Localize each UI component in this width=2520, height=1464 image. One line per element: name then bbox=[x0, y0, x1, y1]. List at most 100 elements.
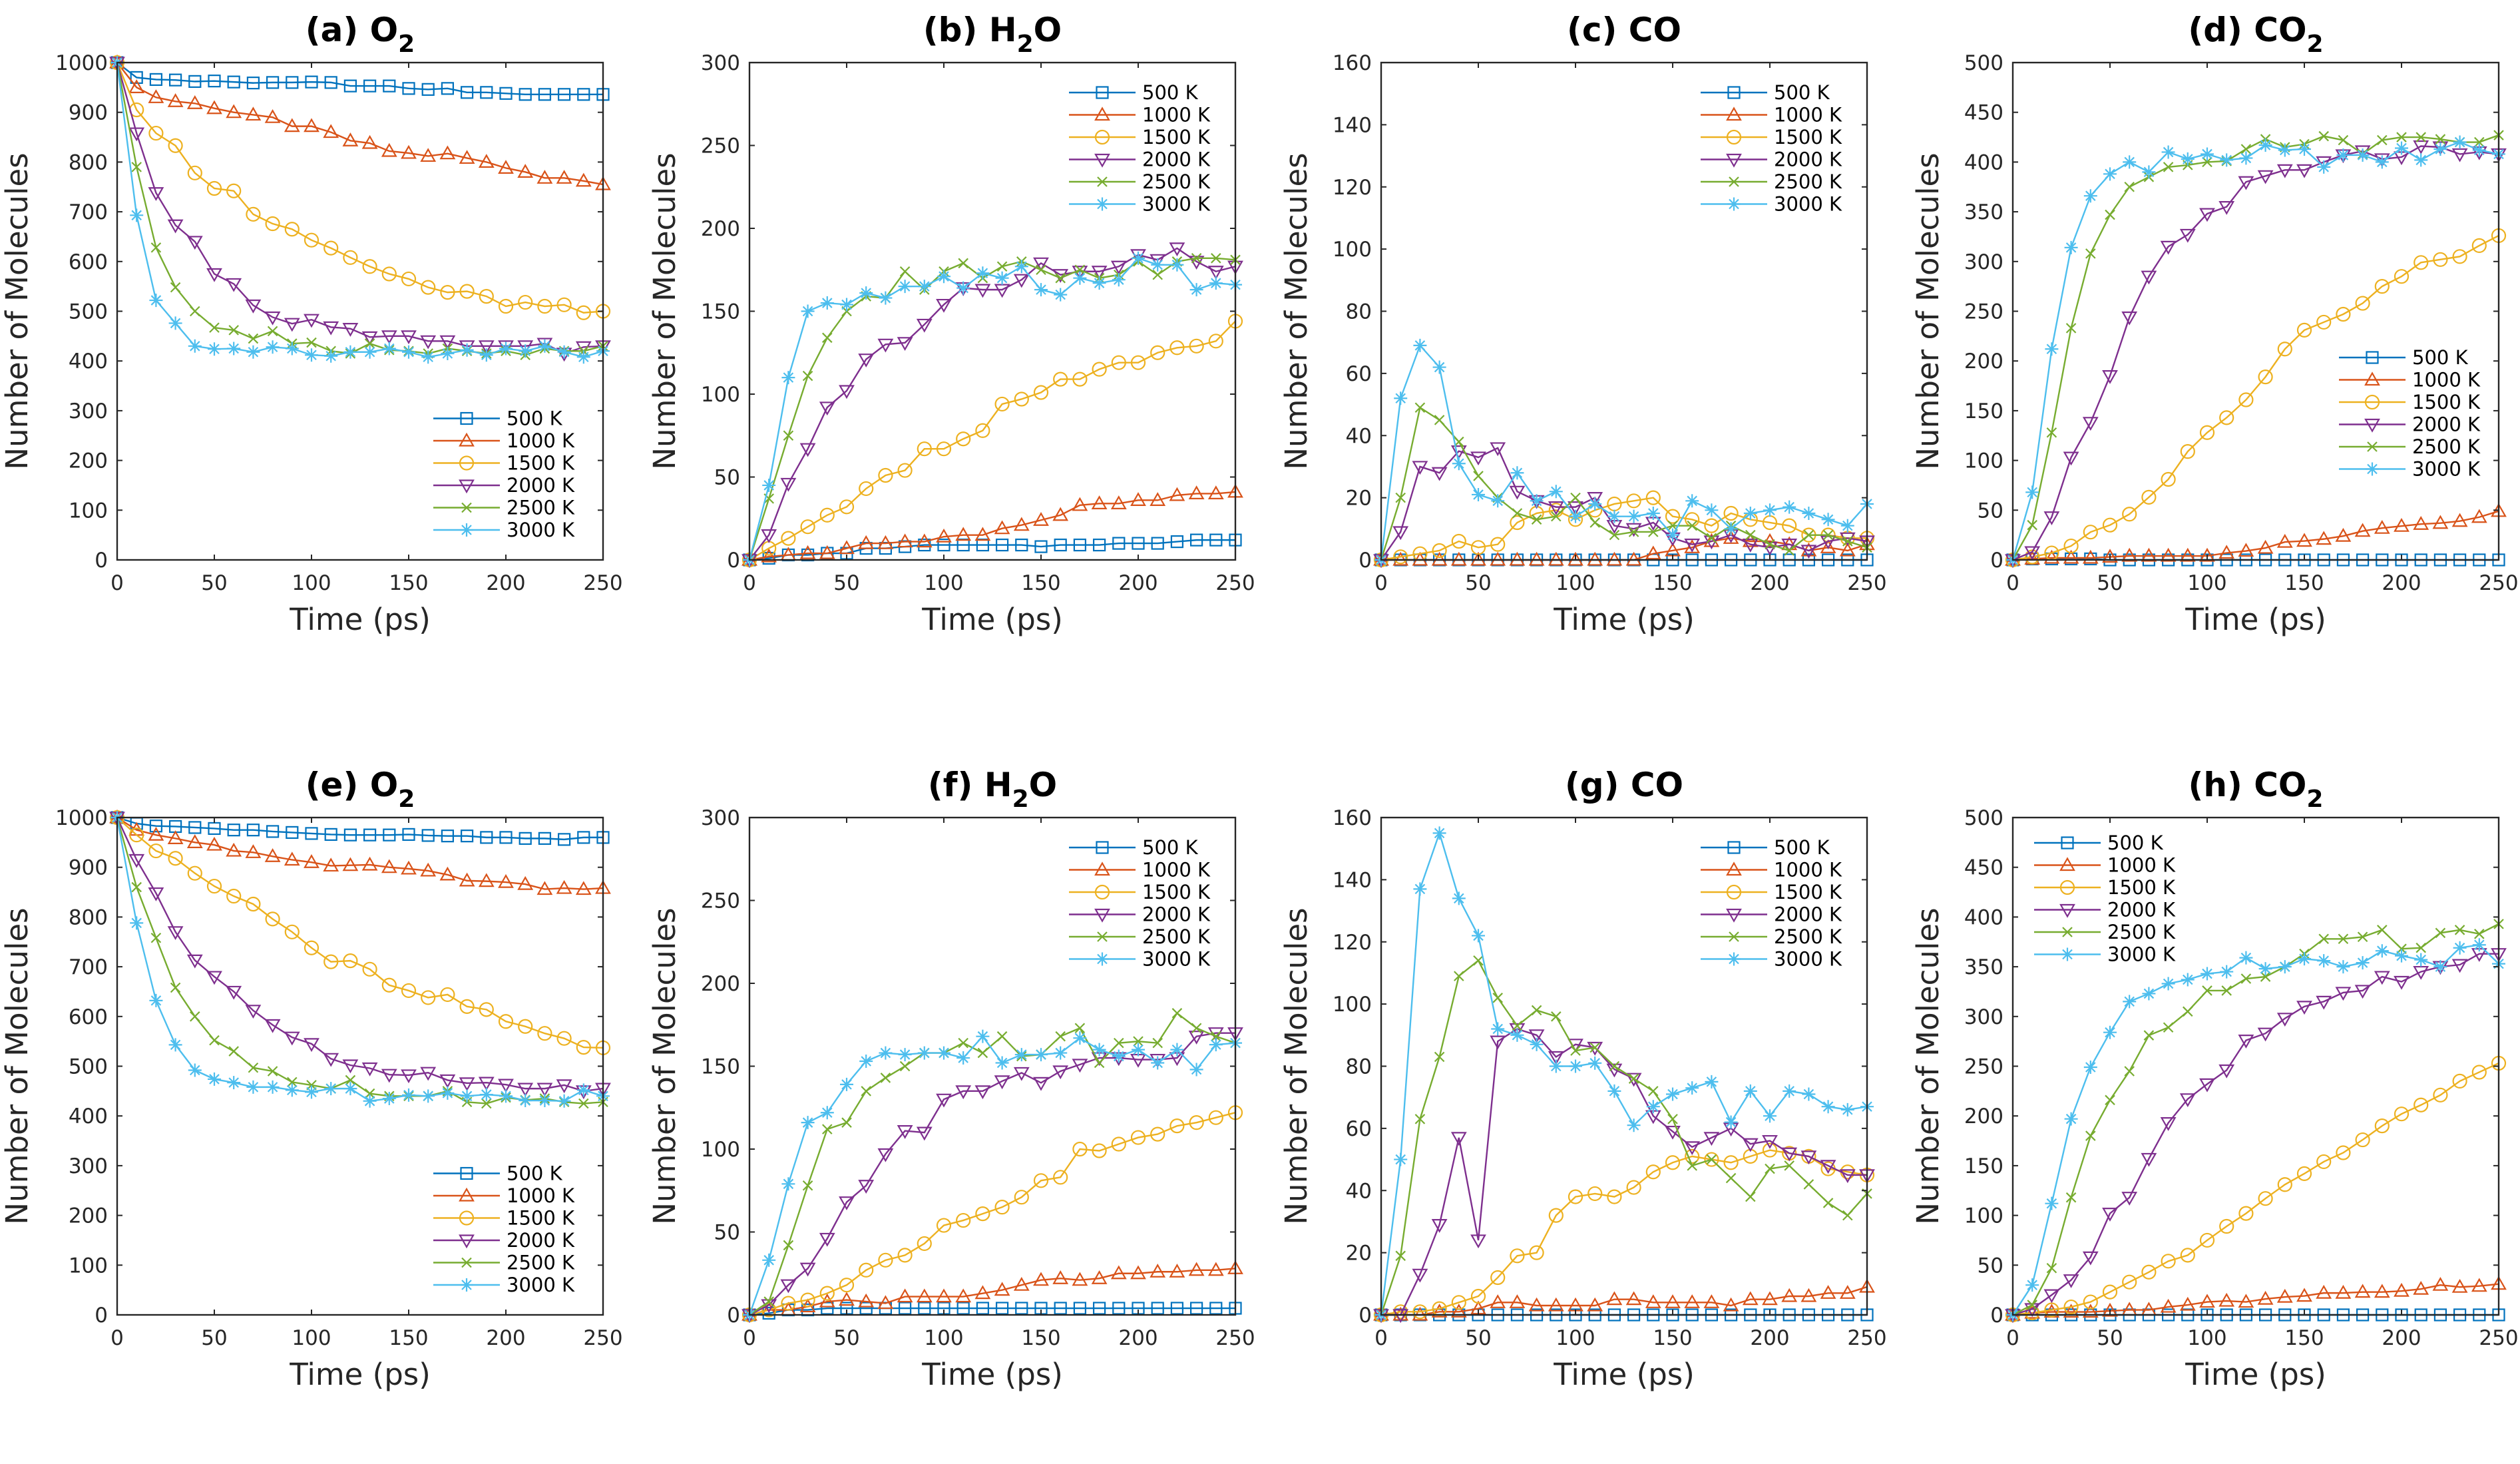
series-line bbox=[1380, 959, 1868, 1316]
data-point bbox=[1548, 551, 1564, 566]
data-point bbox=[246, 896, 261, 912]
data-point bbox=[1074, 1023, 1086, 1034]
data-point bbox=[128, 79, 145, 93]
data-point bbox=[478, 1077, 495, 1091]
x-tick-label: 100 bbox=[1556, 1326, 1595, 1350]
data-point bbox=[2435, 927, 2446, 939]
y-tick-label: 150 bbox=[1964, 399, 2003, 423]
data-point bbox=[897, 1125, 913, 1139]
data-point bbox=[1705, 503, 1719, 517]
data-point bbox=[1783, 500, 1796, 514]
x-tick-label: 100 bbox=[924, 1326, 963, 1350]
data-point bbox=[820, 1106, 834, 1120]
data-point bbox=[2338, 933, 2349, 945]
data-point bbox=[2103, 1025, 2117, 1039]
data-point bbox=[168, 851, 183, 866]
series-line bbox=[749, 1012, 1236, 1316]
data-point bbox=[1112, 537, 1126, 550]
data-point bbox=[1434, 415, 1445, 425]
data-point bbox=[1665, 1125, 1681, 1140]
series-line bbox=[749, 1112, 1236, 1316]
data-point bbox=[1762, 1134, 1778, 1149]
legend-item: 2500 K bbox=[433, 497, 575, 519]
data-point bbox=[206, 878, 222, 894]
data-point bbox=[975, 1206, 990, 1222]
legend-item: 1500 K bbox=[2339, 391, 2481, 413]
data-point bbox=[342, 132, 359, 146]
data-point bbox=[284, 318, 300, 332]
legend-marker-square-icon bbox=[460, 411, 473, 425]
data-point bbox=[1763, 503, 1777, 517]
data-point bbox=[1036, 264, 1046, 276]
title-subscript: 2 bbox=[398, 31, 415, 58]
data-point bbox=[1645, 1164, 1661, 1180]
legend-marker-triangle-up-icon bbox=[2364, 371, 2380, 386]
data-point bbox=[1762, 1291, 1778, 1306]
data-point bbox=[479, 1002, 494, 1017]
data-point bbox=[839, 1292, 855, 1306]
data-point bbox=[780, 477, 797, 492]
data-point bbox=[2432, 515, 2449, 529]
data-point bbox=[1549, 1059, 1563, 1073]
data-point bbox=[267, 1066, 278, 1077]
data-point bbox=[304, 314, 319, 328]
data-point bbox=[286, 826, 299, 840]
data-point bbox=[342, 1059, 359, 1074]
data-point bbox=[2296, 1166, 2312, 1181]
x-tick-label: 50 bbox=[1465, 1326, 1491, 1350]
data-point bbox=[499, 831, 513, 844]
y-tick-label: 60 bbox=[1346, 362, 1372, 386]
data-point bbox=[839, 1196, 855, 1210]
data-point bbox=[1821, 1100, 1835, 1114]
data-point bbox=[1015, 538, 1028, 552]
data-point bbox=[2238, 1206, 2254, 1221]
legend-label: 2000 K bbox=[1774, 903, 1842, 926]
legend-marker-x-icon bbox=[461, 1257, 472, 1268]
x-axis-label: Time (ps) bbox=[289, 1357, 431, 1392]
data-point bbox=[2084, 552, 2097, 566]
data-point bbox=[188, 1063, 202, 1077]
data-point bbox=[576, 1083, 590, 1097]
data-point bbox=[1645, 545, 1661, 560]
data-point bbox=[1013, 517, 1030, 531]
legend-marker-square-icon bbox=[2366, 351, 2379, 364]
data-point bbox=[2082, 1251, 2099, 1266]
data-point bbox=[1452, 891, 1466, 905]
title-text: (c) CO bbox=[1567, 11, 1681, 49]
data-point bbox=[2063, 538, 2079, 554]
data-point bbox=[519, 344, 532, 358]
legend-label: 2000 K bbox=[2107, 899, 2176, 921]
y-tick-label: 300 bbox=[69, 399, 108, 423]
data-point bbox=[1092, 538, 1106, 552]
data-point bbox=[799, 545, 816, 559]
data-point bbox=[343, 345, 357, 359]
data-point bbox=[761, 529, 777, 543]
data-point bbox=[2238, 176, 2254, 190]
data-point bbox=[2122, 507, 2137, 522]
data-point bbox=[1150, 345, 1165, 360]
data-point bbox=[2143, 1030, 2155, 1041]
data-point bbox=[284, 222, 300, 237]
y-tick-label: 300 bbox=[701, 51, 740, 75]
data-point bbox=[2218, 201, 2235, 215]
data-point bbox=[168, 316, 182, 330]
data-point bbox=[2335, 527, 2352, 542]
data-point bbox=[995, 1302, 1009, 1315]
y-tick-label: 250 bbox=[701, 134, 740, 158]
data-point bbox=[129, 828, 144, 843]
legend-label: 500 K bbox=[507, 407, 563, 430]
data-point bbox=[1510, 1028, 1524, 1042]
data-point bbox=[2453, 135, 2467, 149]
y-axis-label: Number of Molecules bbox=[1279, 907, 1314, 1224]
series-line bbox=[1380, 497, 1867, 561]
data-point bbox=[1723, 505, 1739, 521]
legend-marker-triangle-down-icon bbox=[1094, 153, 1110, 168]
title-text: (a) O bbox=[306, 11, 398, 49]
data-point bbox=[2161, 145, 2175, 159]
data-point bbox=[879, 1046, 893, 1060]
data-point bbox=[2336, 960, 2350, 974]
data-point bbox=[1072, 1272, 1088, 1286]
data-point bbox=[1587, 492, 1603, 506]
data-point bbox=[1072, 371, 1088, 387]
data-point bbox=[264, 109, 281, 123]
